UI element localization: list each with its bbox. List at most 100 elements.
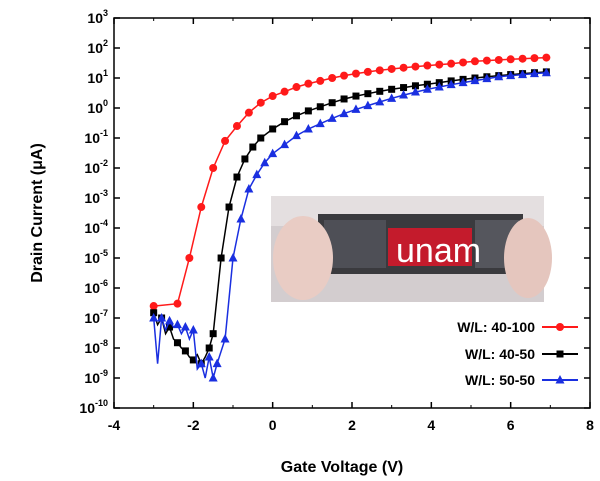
y-tick-label: 10-10 [79,398,108,416]
data-point [556,350,564,358]
data-point [304,79,313,88]
right-finger [504,218,552,298]
photo-logo-text: unam [396,232,481,270]
series-3 [149,67,551,382]
left-finger [273,216,333,300]
data-point [241,155,249,163]
x-tick-label: 0 [269,417,277,433]
data-point [387,93,397,102]
y-tick-label: 10-6 [84,278,108,296]
data-point [268,148,278,158]
data-point [303,123,313,133]
y-tick-label: 10-7 [84,308,108,326]
data-point [166,323,174,331]
data-point [249,143,257,151]
data-point [506,70,516,80]
data-point [244,108,253,117]
device-photo-inset: unam [271,196,552,302]
data-point [204,352,214,361]
data-point [434,82,444,91]
data-point [387,64,396,73]
device-circuit-left [324,220,386,268]
data-point [260,157,270,167]
data-point [494,71,504,81]
data-point [327,113,337,122]
data-point [185,254,194,262]
y-tick-label: 102 [87,38,108,56]
data-point [340,95,348,103]
data-point [363,100,373,110]
data-point [410,87,420,96]
x-tick-label: -4 [108,417,121,433]
y-tick-label: 10-3 [84,188,108,206]
data-point [157,313,167,322]
data-point [228,253,238,262]
data-point [447,59,456,68]
legend-label: W/L: 50-50 [465,372,535,388]
data-point [363,67,372,76]
y-tick-label: 103 [87,8,108,26]
data-point [209,330,217,338]
y-tick-label: 101 [87,68,108,86]
data-point [281,118,289,126]
data-point [556,323,564,331]
data-point [555,375,565,384]
device-red-panel [388,228,472,266]
data-point [220,333,230,343]
y-axis-title: Drain Current (μA) [29,143,46,283]
data-point [423,80,431,88]
data-point [208,373,218,382]
data-point [181,347,189,355]
data-point [482,73,492,83]
data-point [232,122,241,131]
data-point [165,315,175,325]
data-point [217,254,225,262]
data-point [388,85,396,93]
data-point [173,299,182,308]
data-point [351,69,360,78]
data-point [212,358,222,368]
data-point [422,84,432,93]
data-point [352,92,360,100]
data-point [225,203,233,211]
data-point [541,67,551,77]
data-point [339,108,349,118]
y-tick-label: 100 [87,98,108,116]
data-point [304,107,312,115]
data-point [446,79,456,89]
data-point [233,173,241,181]
data-point [280,87,289,96]
data-point [494,55,503,64]
y-tick-label: 10-4 [84,218,108,236]
x-tick-label: 2 [348,417,356,433]
data-point [375,66,384,75]
y-tick-label: 10-2 [84,158,108,176]
data-point [149,302,158,311]
data-point [244,183,254,193]
data-point [458,77,468,87]
data-point [172,319,182,329]
data-point [375,96,385,106]
data-point [280,139,290,149]
data-point [411,62,420,71]
data-point [180,322,190,331]
data-point [257,134,265,142]
data-point [256,98,265,107]
data-point [269,125,277,133]
data-point [292,83,301,92]
x-tick-label: 6 [507,417,515,433]
data-point [351,104,361,113]
y-tick-label: 10-5 [84,248,108,266]
data-point [252,169,262,179]
y-tick-label: 10-9 [84,368,108,386]
data-point [400,84,408,92]
data-point [236,213,246,223]
data-point [518,69,528,79]
data-point [173,339,181,347]
data-point [268,92,277,101]
data-point [340,71,349,80]
data-point [188,324,198,334]
data-point [529,68,539,78]
data-point [482,56,491,65]
